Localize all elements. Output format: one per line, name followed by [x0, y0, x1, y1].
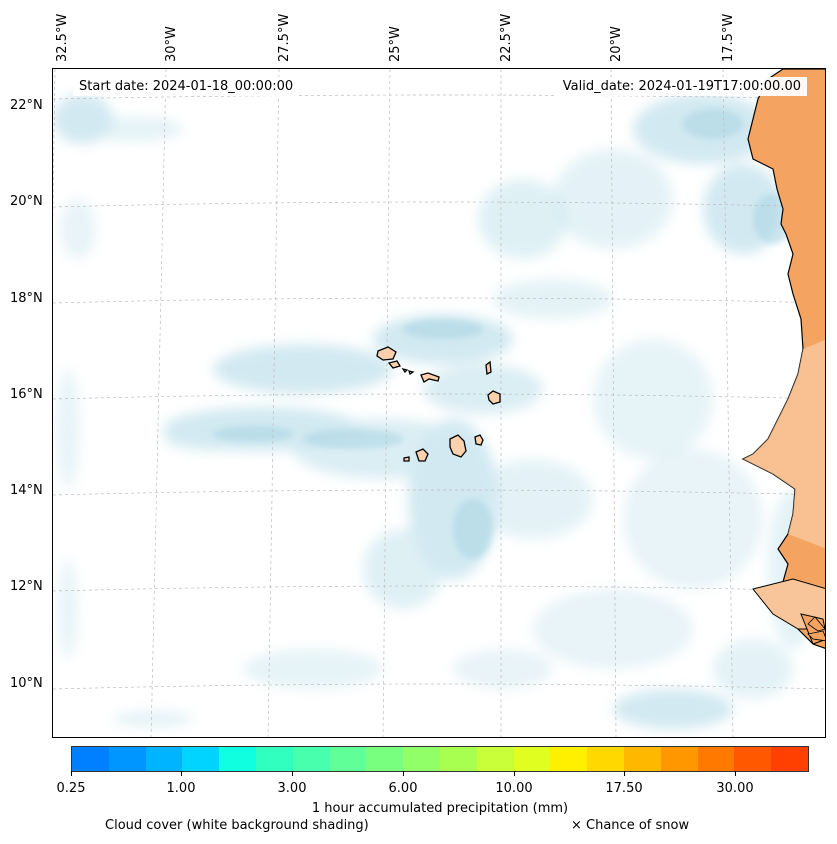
- colorbar-segment: [182, 747, 220, 771]
- colorbar-tick: [514, 771, 515, 776]
- colorbar-segment: [697, 747, 735, 771]
- colorbar-tick-label: 30.00: [716, 781, 754, 796]
- colorbar-segment: [403, 747, 440, 771]
- colorbar-tick-label: 17.50: [605, 781, 643, 796]
- colorbar-tick: [624, 771, 625, 776]
- colorbar-segment: [329, 747, 367, 771]
- colorbar-segment: [660, 747, 698, 771]
- longitude-label-30w: 30°W: [164, 26, 179, 62]
- start-date-label: Start date: 2024-01-18_00:00:00: [73, 77, 300, 96]
- colorbar-segment: [219, 747, 256, 771]
- island-sao-nicolau: [420, 372, 440, 383]
- longitude-label-22-5w: 22.5°W: [499, 13, 514, 62]
- colorbar-tick-label: 0.25: [56, 781, 86, 796]
- colorbar-tick-label: 1.00: [166, 781, 196, 796]
- colorbar-segment: [72, 747, 109, 771]
- colorbar-segment: [550, 747, 588, 771]
- latitude-label-20n: 20°N: [10, 194, 43, 209]
- snow-legend: × Chance of snow: [571, 818, 690, 833]
- colorbar-tick: [403, 771, 404, 776]
- colorbar-segment: [623, 747, 661, 771]
- island-brava: [403, 456, 410, 462]
- colorbar-segment: [292, 747, 330, 771]
- island-maio: [474, 434, 484, 446]
- colorbar-tick: [71, 771, 72, 776]
- latitude-label-10n: 10°N: [10, 676, 43, 691]
- latitude-label-16n: 16°N: [10, 387, 43, 402]
- weather-map[interactable]: Start date: 2024-01-18_00:00:00 Valid_da…: [52, 68, 826, 738]
- colorbar-segment: [145, 747, 183, 771]
- colorbar-segment: [439, 747, 477, 771]
- longitude-label-27-5w: 27.5°W: [277, 13, 292, 62]
- precipitation-colorbar: [71, 746, 809, 772]
- valid-date-label: Valid_date: 2024-01-19T17:00:00.00: [556, 77, 807, 96]
- colorbar-label: 1 hour accumulated precipitation (mm): [311, 801, 569, 816]
- island-sal: [485, 360, 492, 375]
- colorbar-tick: [735, 771, 736, 776]
- cloud-cover-legend: Cloud cover (white background shading): [105, 818, 369, 833]
- cape-verde-islands: [376, 346, 501, 462]
- latitude-label-14n: 14°N: [10, 483, 43, 498]
- colorbar-tick-label: 10.00: [495, 781, 533, 796]
- island-santiago: [449, 434, 467, 458]
- map-canvas: [53, 69, 825, 737]
- colorbar-segment: [771, 747, 808, 771]
- latitude-label-18n: 18°N: [10, 291, 43, 306]
- island-santa-luzia: [401, 367, 409, 374]
- longitude-label-17-5w: 17.5°W: [721, 13, 736, 62]
- island-sao-vicente: [387, 360, 401, 369]
- colorbar-tick-label: 6.00: [388, 781, 418, 796]
- latitude-label-12n: 12°N: [10, 579, 43, 594]
- longitude-label-25w: 25°W: [388, 26, 403, 62]
- island-boa-vista: [487, 390, 501, 405]
- longitude-label-20w: 20°W: [609, 26, 624, 62]
- colorbar-tick: [181, 771, 182, 776]
- island-fogo: [415, 448, 429, 462]
- island-islet: [408, 370, 415, 376]
- colorbar-segment: [587, 747, 624, 771]
- colorbar-segment: [108, 747, 146, 771]
- african-mainland: [741, 69, 825, 649]
- colorbar-segment: [734, 747, 772, 771]
- cloud-cover-shading: [53, 94, 818, 729]
- colorbar-segment: [476, 747, 514, 771]
- island-santo-antao: [376, 346, 397, 361]
- colorbar-segment: [513, 747, 551, 771]
- colorbar-tick-label: 3.00: [277, 781, 307, 796]
- latitude-label-22n: 22°N: [10, 98, 43, 113]
- colorbar-segment: [255, 747, 293, 771]
- cloud-cover-detail: [213, 109, 793, 559]
- colorbar-segment: [366, 747, 404, 771]
- colorbar-tick: [292, 771, 293, 776]
- longitude-label-32-5w: 32.5°W: [55, 13, 70, 62]
- graticule: [53, 69, 825, 737]
